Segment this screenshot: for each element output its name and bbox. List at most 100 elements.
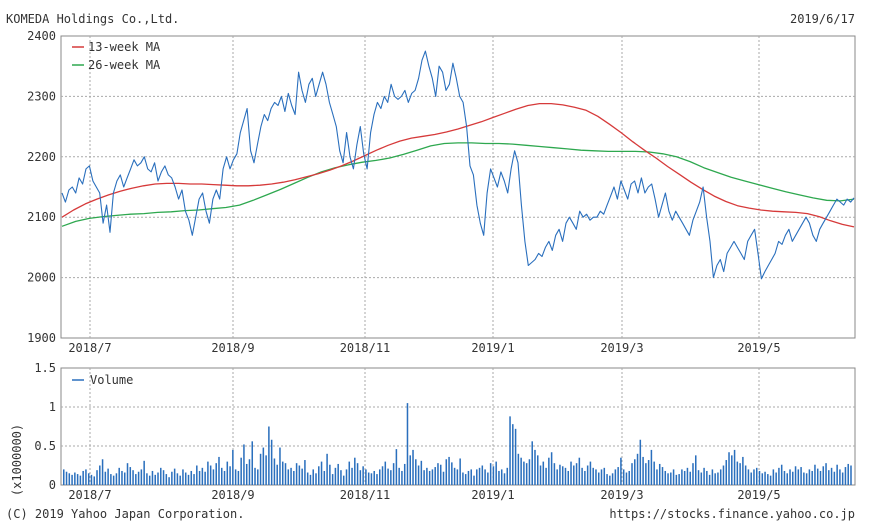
- volume-bar: [154, 474, 156, 485]
- volume-bar: [431, 469, 434, 485]
- volume-bar: [595, 469, 597, 485]
- volume-bar: [157, 472, 159, 485]
- volume-bar: [232, 449, 234, 485]
- volume-y-tick-label: 1.5: [34, 361, 56, 375]
- volume-bar: [398, 467, 400, 485]
- volume-bar: [453, 467, 456, 485]
- volume-bar: [800, 467, 802, 485]
- volume-bar: [356, 463, 359, 485]
- volume-bar: [459, 458, 461, 485]
- volume-bar: [816, 468, 819, 485]
- volume-bar: [248, 459, 251, 485]
- volume-bar: [442, 471, 445, 485]
- volume-bar: [132, 470, 134, 485]
- volume-bar: [334, 467, 337, 485]
- volume-bar: [556, 469, 558, 485]
- volume-bar: [223, 470, 226, 485]
- volume-x-tick-label: 2019/5: [737, 488, 780, 502]
- volume-bar: [695, 455, 697, 485]
- volume-bar: [298, 465, 301, 485]
- volume-bar: [656, 469, 658, 485]
- volume-bar: [811, 470, 813, 485]
- volume-bar: [331, 474, 334, 485]
- volume-bar: [841, 472, 844, 485]
- volume-bar: [409, 455, 412, 485]
- volume-bar: [592, 467, 594, 485]
- volume-bar: [273, 458, 276, 485]
- source-url[interactable]: https://stocks.finance.yahoo.co.jp: [609, 507, 855, 521]
- volume-bar: [65, 471, 68, 485]
- volume-bar: [135, 474, 137, 485]
- volume-bar: [719, 469, 722, 485]
- price-grid: [61, 36, 855, 338]
- legend-ma13-label: 13-week MA: [88, 40, 161, 54]
- volume-bar: [661, 467, 664, 485]
- volume-bar: [318, 466, 320, 485]
- volume-bar: [387, 468, 389, 485]
- volume-bar: [542, 461, 545, 485]
- volume-bar: [550, 452, 553, 485]
- volume-bar: [631, 463, 633, 485]
- volume-bar: [190, 470, 193, 485]
- volume-bar: [750, 472, 752, 485]
- volume-bar: [104, 471, 107, 485]
- volume-bar: [476, 469, 478, 485]
- volume-bar: [681, 469, 683, 485]
- volume-bar: [229, 466, 231, 485]
- volume-bar: [171, 471, 173, 485]
- volume-bar: [390, 470, 392, 485]
- volume-bar: [370, 473, 373, 485]
- volume-bar: [351, 467, 353, 485]
- volume-bar: [611, 473, 614, 485]
- volume-bar: [606, 474, 608, 485]
- volume-x-tick-label: 2019/3: [600, 488, 643, 502]
- volume-bar: [90, 474, 93, 485]
- volume-panel: 0 0.5 1 1.5 2018/7 2018/9 2018/11 2019/1 2019/3…: [10, 361, 856, 502]
- volume-bar: [819, 470, 822, 485]
- volume-bar: [778, 467, 780, 485]
- price-x-tick-label: 2018/7: [68, 341, 111, 355]
- volume-bar: [706, 470, 708, 485]
- volume-bar: [761, 473, 764, 485]
- volume-bar: [359, 470, 362, 485]
- volume-bar: [401, 470, 403, 485]
- volume-bar: [121, 470, 123, 485]
- volume-bar: [168, 477, 170, 485]
- volume-bar: [381, 466, 384, 485]
- volume-bar: [406, 403, 409, 485]
- volume-bar: [600, 469, 603, 485]
- volume-bar: [71, 474, 73, 485]
- volume-bar: [462, 472, 464, 485]
- volume-bar: [836, 464, 838, 485]
- price-series: [61, 50, 855, 280]
- volume-bar: [437, 463, 439, 485]
- volume-bar: [160, 467, 162, 485]
- volume-bar: [764, 471, 766, 485]
- volume-bar: [650, 449, 653, 485]
- volume-bar: [187, 474, 190, 485]
- volume-bar: [245, 463, 248, 485]
- price-x-axis: 2018/7 2018/9 2018/11 2019/1 2019/3 2019/5: [68, 341, 780, 355]
- volume-bar: [312, 469, 314, 485]
- volume-bar: [348, 461, 351, 485]
- volume-bar: [259, 453, 262, 485]
- volume-bar: [293, 470, 295, 485]
- volume-x-tick-label: 2018/7: [68, 488, 111, 502]
- volume-bar: [736, 461, 739, 485]
- volume-bar: [645, 463, 647, 485]
- volume-bar: [537, 455, 539, 485]
- volume-bar: [207, 461, 209, 485]
- volume-bar: [639, 439, 642, 485]
- volume-bar: [367, 472, 370, 485]
- volume-x-tick-label: 2018/11: [340, 488, 391, 502]
- volume-bar: [221, 467, 223, 485]
- volume-bar: [376, 474, 378, 485]
- volume-bar: [733, 449, 736, 485]
- volume-bar: [226, 461, 229, 485]
- volume-bar: [675, 474, 678, 485]
- volume-bar: [467, 470, 470, 485]
- volume-y-tick-label: 0.5: [34, 439, 56, 453]
- volume-bar: [129, 467, 132, 485]
- volume-bar: [481, 465, 484, 485]
- volume-bar: [451, 462, 453, 485]
